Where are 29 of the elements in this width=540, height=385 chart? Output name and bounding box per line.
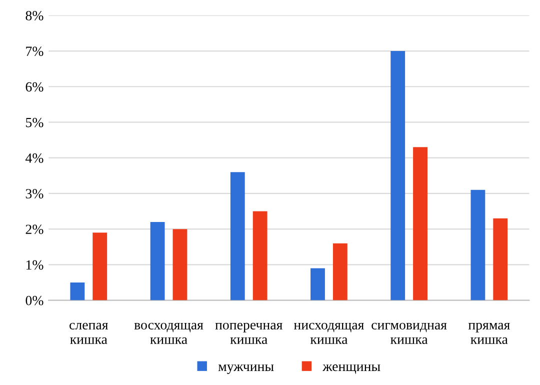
y-tick-label: 3%	[26, 189, 44, 198]
x-tick-label: нисходящая кишка	[294, 322, 364, 344]
y-tick-label: 2%	[26, 224, 44, 234]
x-tick-label: восходящая кишка	[134, 322, 204, 344]
x-tick-label: прямая кишка	[468, 322, 510, 344]
bar	[493, 218, 508, 300]
x-tick-label: поперечная кишка	[215, 322, 282, 344]
y-tick-label: 7%	[26, 46, 44, 56]
bar	[252, 211, 268, 300]
bar	[470, 190, 486, 300]
bar	[172, 229, 188, 300]
bar	[413, 147, 428, 300]
bar	[70, 282, 85, 300]
bar	[310, 268, 325, 300]
y-tick-label: 0%	[26, 296, 44, 306]
y-tick-label: 1%	[26, 260, 44, 270]
bar	[332, 243, 348, 300]
bar	[92, 232, 108, 300]
bar	[230, 172, 245, 300]
legend-label: женщины	[322, 364, 380, 374]
legend-label: мужчины	[218, 364, 274, 374]
x-tick-label: сигмовидная кишка	[372, 322, 447, 344]
bar	[390, 51, 406, 300]
x-tick-label: слепая кишка	[70, 322, 108, 344]
y-tick-label: 5%	[26, 118, 44, 128]
y-tick-label: 8%	[26, 10, 44, 20]
y-tick-label: 6%	[26, 82, 44, 92]
bar	[150, 222, 165, 300]
y-tick-label: 4%	[25, 153, 44, 163]
